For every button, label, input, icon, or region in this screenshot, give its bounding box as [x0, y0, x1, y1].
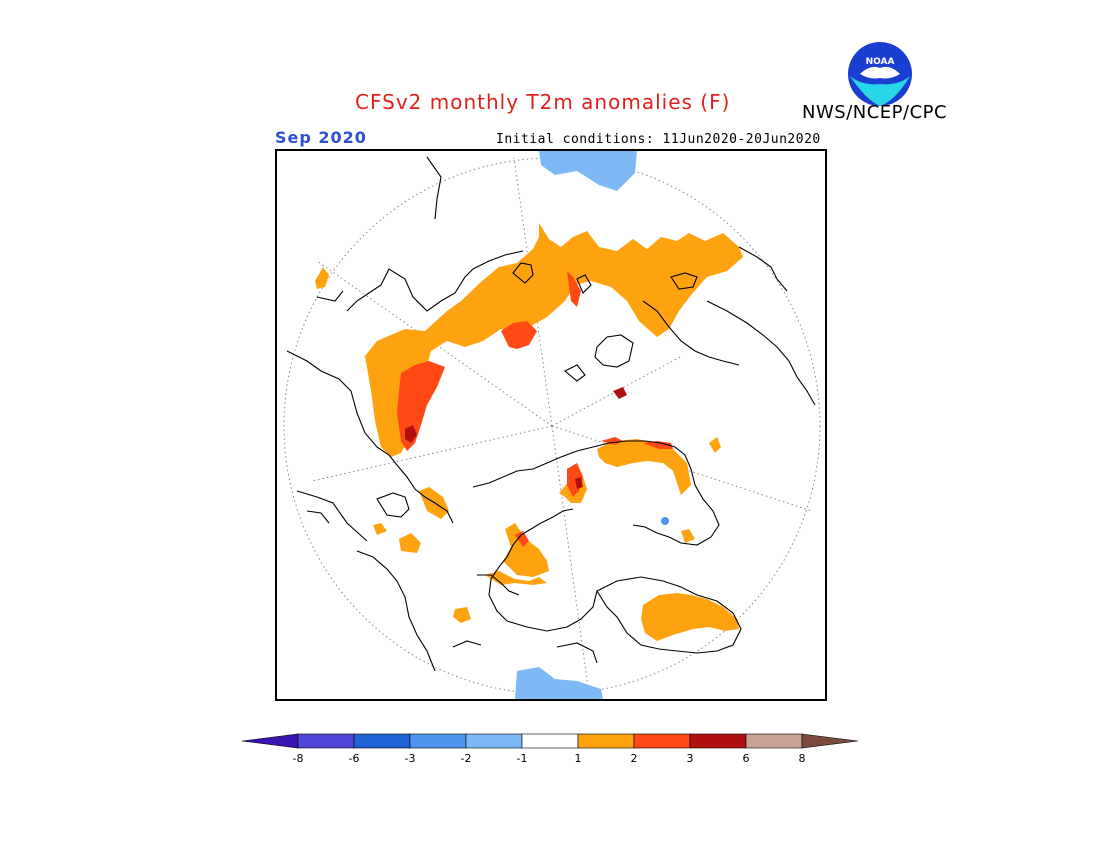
cold-anomaly-dot [661, 517, 669, 525]
colorbar-ticks: -8 -6 -3 -2 -1 1 2 3 6 8 [293, 752, 806, 765]
cold-anomaly-top [539, 151, 637, 191]
colorbar-bin [577, 733, 635, 749]
colorbar-tick-label: -1 [517, 752, 528, 765]
colorbar-bin [745, 733, 803, 749]
warm-anomaly-3-6 [405, 387, 627, 489]
colorbar-arrow-low [241, 733, 299, 749]
colorbar-arrow-high [801, 733, 859, 749]
colorbar-bin [465, 733, 523, 749]
coastlines [286, 156, 816, 672]
colorbar-tick-label: -2 [461, 752, 472, 765]
colorbar: -8 -6 -3 -2 -1 1 2 3 6 8 [241, 733, 859, 765]
warm-anomaly-1-2 [315, 223, 743, 641]
cold-anomaly-bottom [515, 667, 603, 699]
polar-map [275, 149, 827, 701]
colorbar-tick-label: 6 [743, 752, 750, 765]
colorbar-tick-label: 1 [575, 752, 582, 765]
colorbar-bin [409, 733, 467, 749]
colorbar-tick-label: 2 [631, 752, 638, 765]
initial-conditions: Initial conditions: 11Jun2020-20Jun2020 [496, 132, 821, 147]
logo-text: NOAA [866, 57, 895, 67]
latitude-circle [283, 157, 821, 695]
colorbar-tick-label: 8 [799, 752, 806, 765]
colorbar-bin [689, 733, 747, 749]
agency-label: NWS/NCEP/CPC [802, 102, 948, 123]
colorbar-bin [521, 733, 579, 749]
noaa-logo: NOAA [848, 42, 912, 106]
colorbar-bins [241, 733, 859, 749]
colorbar-tick-label: 3 [687, 752, 694, 765]
colorbar-tick-label: -8 [293, 752, 304, 765]
colorbar-tick-label: -3 [405, 752, 416, 765]
colorbar-tick-label: -6 [349, 752, 360, 765]
map-title: CFSv2 monthly T2m anomalies (F) [355, 90, 731, 114]
colorbar-bin [353, 733, 411, 749]
colorbar-bin [633, 733, 691, 749]
colorbar-bin [297, 733, 355, 749]
forecast-month: Sep 2020 [275, 128, 367, 147]
